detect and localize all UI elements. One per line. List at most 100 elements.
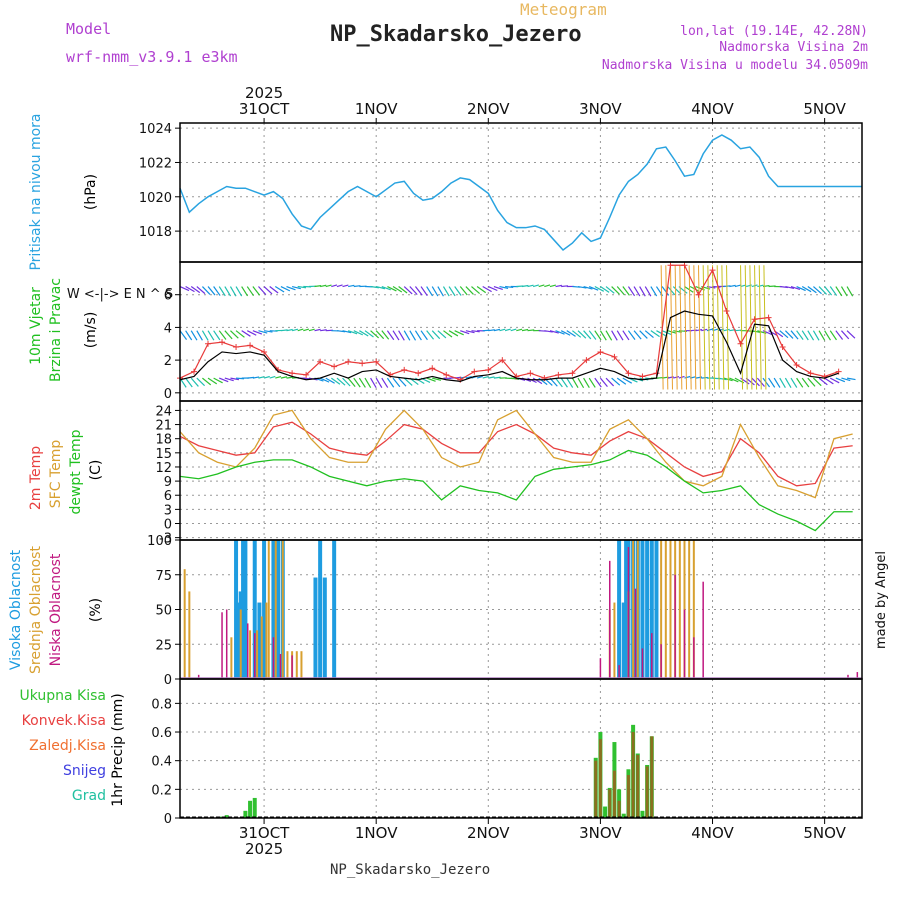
cloud-bar-0 xyxy=(621,602,626,679)
wind-arrow xyxy=(723,328,730,332)
precip-conv-bar xyxy=(594,760,598,818)
wind-arrow xyxy=(488,329,495,332)
wind-arrow xyxy=(611,330,618,341)
wind-arrow xyxy=(555,377,563,388)
wind-arrow xyxy=(403,377,413,386)
wind-arrow xyxy=(835,286,843,297)
cloud-bar-2 xyxy=(291,655,293,679)
top-date-label: 2NOV xyxy=(467,100,510,118)
wind-arrow xyxy=(488,376,495,379)
precip-total-bar xyxy=(621,813,626,818)
gust-marker xyxy=(191,368,198,375)
gust-marker xyxy=(583,357,590,364)
gust-marker xyxy=(611,353,618,360)
wind-arrow xyxy=(706,328,713,332)
wind-arrow xyxy=(330,377,341,385)
wind-arrow xyxy=(252,286,261,296)
precip-total-bar xyxy=(248,800,253,818)
cloud-bar-1 xyxy=(678,540,681,679)
cloud-bar-1 xyxy=(295,651,298,679)
temp-dew-label: dewpt Temp xyxy=(68,429,84,514)
wind-arrow xyxy=(258,330,268,334)
wind-arrow xyxy=(622,377,633,384)
cloud-bar-0 xyxy=(322,577,327,679)
wind-arrow xyxy=(807,377,816,387)
gust-marker xyxy=(569,370,576,377)
wind-arrow xyxy=(673,330,682,333)
y-tick-label: 3 xyxy=(164,503,172,518)
wind-arrow xyxy=(241,330,251,337)
pressure-unit: (hPa) xyxy=(83,174,99,210)
wind-arrow xyxy=(622,286,630,296)
wind-arrow xyxy=(386,330,395,341)
cloud-bar-2 xyxy=(279,653,282,679)
wind-arrow xyxy=(443,330,453,338)
wind-arrow xyxy=(605,330,613,341)
cloud-bar-1 xyxy=(265,602,268,679)
wind-arrow xyxy=(796,285,806,292)
wind-arrow xyxy=(577,377,585,389)
precip-total-bar xyxy=(224,815,229,818)
wind-arrow xyxy=(218,286,226,297)
wind-arrow-strong xyxy=(763,265,767,390)
wind-arrow xyxy=(627,286,636,297)
gust-marker xyxy=(695,291,702,298)
cloud-bar-0 xyxy=(252,540,257,679)
wind-arrow-strong xyxy=(674,265,678,390)
wind-arrow xyxy=(594,285,605,292)
precip-total-bar xyxy=(603,806,608,818)
wind-arrow xyxy=(549,330,559,334)
wind-arrow xyxy=(386,377,395,388)
wind-arrow xyxy=(549,284,557,288)
wind-arrow xyxy=(594,377,602,388)
wind-arrow xyxy=(807,330,815,341)
wind-arrow xyxy=(196,377,206,387)
wind-arrow xyxy=(347,377,356,388)
cloud-bar-2 xyxy=(197,674,200,679)
y-tick-label: -3 xyxy=(159,532,172,547)
cloud-bar-2 xyxy=(674,574,676,679)
wind-arrow-strong xyxy=(683,265,687,390)
wind-arrow xyxy=(527,284,534,288)
wind-arrow-strong xyxy=(744,265,748,390)
wind-arrow xyxy=(286,285,296,291)
wind-arrow xyxy=(387,285,397,292)
cloud-bar-0 xyxy=(243,540,248,679)
wind-arrow xyxy=(353,377,361,388)
temp-2m-label: 2m Temp xyxy=(28,446,44,510)
wind-arrow xyxy=(493,376,501,379)
cloud-bar-2 xyxy=(683,609,686,679)
wind-arrow xyxy=(566,330,576,337)
wind-arrow xyxy=(320,329,327,332)
wind-arrow xyxy=(846,377,856,381)
wind-arrow-strong xyxy=(669,265,673,390)
cloud-mid-label: Srednja Oblacnost xyxy=(28,546,44,674)
wind-unit: (m/s) xyxy=(83,312,99,349)
gust-marker xyxy=(219,339,226,346)
wind-arrow xyxy=(656,330,666,337)
cloud-bar-1 xyxy=(260,616,263,679)
wind-arrow xyxy=(348,284,355,288)
wind-arrow xyxy=(745,284,752,288)
cloud-bar-2 xyxy=(618,665,620,679)
wind-arrow xyxy=(521,328,529,332)
cloud-bar-2 xyxy=(702,581,704,679)
chart-kind: Meteogram xyxy=(520,0,607,19)
wind-arrow xyxy=(358,377,366,388)
wind-arrow xyxy=(342,377,351,387)
wind-arrow xyxy=(280,329,288,332)
gust-marker xyxy=(625,370,632,377)
wind-arrow xyxy=(196,286,206,295)
cloud-bar-2 xyxy=(641,648,644,679)
wind-arrow xyxy=(583,285,593,290)
wind-arrow xyxy=(796,377,804,388)
gust-marker xyxy=(247,342,254,349)
wind-arrow xyxy=(751,377,760,387)
wind-arrow xyxy=(773,377,781,388)
wind-arrow xyxy=(605,286,615,294)
wind-arrow xyxy=(448,286,456,297)
cloud-bar-0 xyxy=(640,540,645,679)
wind-arrow xyxy=(263,330,273,333)
wind-arrow xyxy=(224,377,234,382)
cloud-high-label: Visoka Oblacnost xyxy=(8,549,24,670)
